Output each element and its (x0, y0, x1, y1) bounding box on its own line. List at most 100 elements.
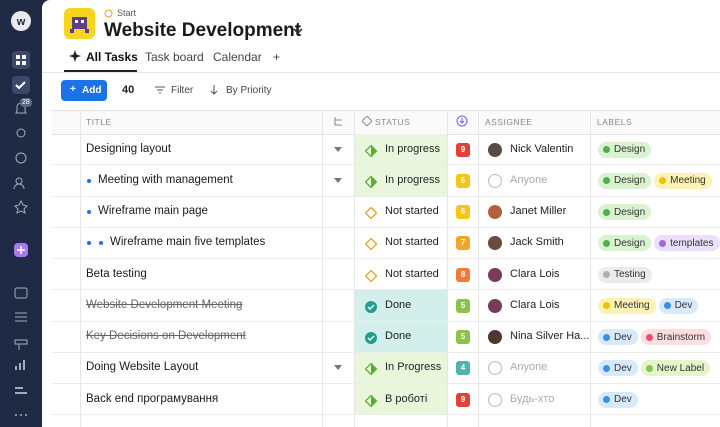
project-title[interactable]: Website Development (104, 20, 302, 41)
label[interactable]: Meeting (654, 172, 712, 189)
assignee[interactable]: Jack Smith (510, 236, 564, 249)
column-header[interactable]: TITLE (86, 117, 112, 127)
avatar (488, 298, 502, 313)
task-title[interactable]: Back end програмування (86, 392, 219, 405)
task-title[interactable]: Designing layout (86, 142, 172, 155)
label[interactable]: Design (598, 204, 652, 221)
status[interactable]: Not started (385, 236, 439, 249)
sort[interactable]: By Priority (226, 85, 272, 96)
assignee[interactable]: Anyone (510, 173, 548, 186)
tab-icon (69, 50, 81, 62)
labels: Dev Brainstorm (598, 329, 720, 346)
label[interactable]: Design (598, 235, 652, 252)
row-divider (52, 226, 720, 228)
assignee[interactable]: Будь-хто (510, 392, 555, 405)
label-text: Brainstorm (656, 331, 706, 343)
status[interactable]: In progress (385, 142, 441, 155)
label[interactable]: Brainstorm (640, 329, 712, 346)
expand-toggle[interactable] (334, 177, 342, 183)
column-divider (80, 110, 81, 427)
label-dot (659, 177, 667, 185)
assignee[interactable]: Nina Silver Ha... (510, 330, 590, 343)
label[interactable]: Testing (598, 266, 652, 283)
notification-badge: 28 (20, 98, 32, 107)
avatar (488, 267, 502, 282)
avatar (488, 236, 502, 251)
label-dot (603, 364, 610, 372)
sort-icon (210, 85, 218, 95)
priority[interactable]: 4 (456, 361, 470, 376)
status-icon (365, 331, 377, 345)
priority[interactable]: 6 (456, 173, 470, 188)
tab[interactable]: + (273, 50, 281, 64)
task-count: 40 (122, 84, 135, 96)
status[interactable]: In progress (385, 173, 441, 186)
label-text: Testing (614, 269, 646, 281)
expand-toggle[interactable] (334, 146, 342, 152)
row-divider (52, 320, 720, 322)
task-title[interactable]: Key Decisions on Development (86, 330, 246, 343)
add-button[interactable] (61, 80, 107, 101)
assignee[interactable]: Clara Lois (510, 298, 560, 311)
table-header (52, 110, 720, 135)
assignee[interactable]: Anyone (510, 361, 548, 374)
label[interactable]: Dev (658, 297, 699, 314)
column-header[interactable]: STATUS (375, 117, 411, 127)
label[interactable]: templates (654, 235, 720, 252)
priority[interactable]: 5 (456, 330, 470, 345)
status[interactable]: In Progress (385, 361, 442, 374)
tab[interactable]: Calendar (213, 50, 262, 64)
row-divider (52, 414, 720, 416)
priority[interactable]: 9 (456, 142, 470, 157)
priority[interactable]: 6 (456, 205, 470, 220)
status[interactable]: Done (385, 330, 412, 343)
task-title[interactable]: Doing Website Layout (86, 361, 199, 374)
label[interactable]: New Label (640, 360, 711, 377)
priority[interactable]: 7 (456, 236, 470, 251)
title-chevron[interactable] (292, 27, 304, 35)
task-title[interactable]: Meeting with management (98, 173, 233, 186)
task-title[interactable]: Beta testing (86, 267, 147, 280)
task-title[interactable]: Wireframe main page (98, 205, 208, 218)
avatar (488, 330, 502, 345)
status[interactable]: Not started (385, 205, 439, 218)
label[interactable]: Dev (598, 360, 638, 377)
assignee[interactable]: Janet Miller (510, 205, 567, 218)
label[interactable]: Design (598, 172, 652, 189)
label-dot (603, 208, 610, 216)
label-dot (603, 333, 610, 341)
status[interactable]: В роботі (385, 392, 428, 405)
column-header[interactable]: LABELS (597, 117, 633, 127)
label[interactable]: Dev (598, 391, 638, 408)
status[interactable]: Not started (385, 267, 439, 280)
label-text: Dev (614, 362, 632, 374)
bullet (87, 241, 91, 246)
labels: Design (598, 141, 720, 158)
labels: Dev New Label (598, 360, 720, 377)
status[interactable]: Done (385, 298, 412, 311)
avatar-placeholder (488, 173, 502, 188)
priority[interactable]: 5 (456, 298, 470, 313)
status-cell (355, 384, 447, 416)
priority[interactable]: 9 (456, 392, 470, 407)
label-text: Design (614, 144, 646, 156)
label[interactable]: Design (598, 141, 652, 158)
filter[interactable]: Filter (171, 85, 194, 96)
task-title[interactable]: Website Development Meeting (86, 298, 243, 311)
priority[interactable]: 8 (456, 267, 470, 282)
label-text: Dev (674, 300, 693, 312)
tab[interactable]: All Tasks (86, 50, 138, 64)
tab[interactable]: Task board (145, 50, 204, 64)
priority-icon (456, 115, 468, 127)
label[interactable]: Meeting (598, 297, 656, 314)
column-header[interactable]: ASSIGNEE (485, 117, 533, 127)
task-title[interactable]: Wireframe main five templates (110, 236, 266, 249)
breadcrumb[interactable]: Start (117, 8, 137, 18)
assignee[interactable]: Clara Lois (510, 267, 560, 280)
project-icon (64, 8, 95, 39)
expand-toggle[interactable] (334, 365, 342, 371)
label-text: templates (670, 237, 714, 249)
assignee[interactable]: Nick Valentin (510, 142, 574, 155)
label[interactable]: Dev (598, 329, 638, 346)
